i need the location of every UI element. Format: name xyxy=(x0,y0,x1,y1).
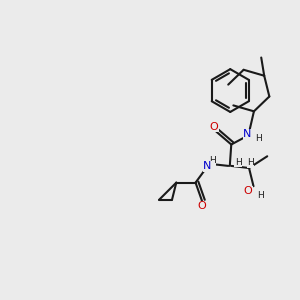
Text: O: O xyxy=(244,186,253,196)
Text: O: O xyxy=(210,122,219,132)
Text: H: H xyxy=(235,158,242,167)
Text: H: H xyxy=(256,134,262,143)
Text: H: H xyxy=(247,158,254,167)
Text: N: N xyxy=(243,130,252,140)
Text: O: O xyxy=(198,201,206,211)
Text: H: H xyxy=(209,156,216,165)
Text: H: H xyxy=(257,191,263,200)
Text: N: N xyxy=(203,161,212,172)
